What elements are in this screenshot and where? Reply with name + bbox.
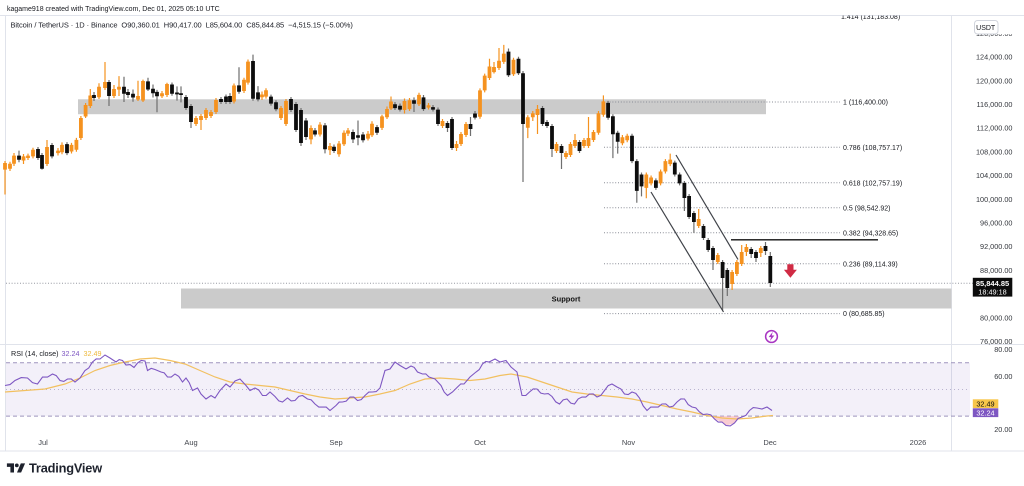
- svg-text:2026: 2026: [910, 438, 927, 447]
- svg-text:128,000.00: 128,000.00: [976, 29, 1013, 38]
- svg-text:124,000.00: 124,000.00: [976, 53, 1013, 62]
- svg-text:76,000.00: 76,000.00: [980, 337, 1012, 346]
- svg-text:120,000.00: 120,000.00: [976, 76, 1013, 85]
- svg-text:85,844.85: 85,844.85: [976, 279, 1009, 288]
- svg-text:Sep: Sep: [329, 438, 342, 447]
- svg-text:0.382 (94,328.65): 0.382 (94,328.65): [843, 230, 898, 237]
- svg-text:1 (116,400.00): 1 (116,400.00): [843, 100, 888, 107]
- svg-text:RSI (14, close): RSI (14, close): [11, 349, 59, 358]
- svg-text:1.414 (131,183.08): 1.414 (131,183.08): [841, 14, 900, 21]
- svg-text:Support: Support: [552, 295, 581, 304]
- svg-text:Aug: Aug: [184, 438, 197, 447]
- svg-text:Bitcoin / TetherUS · 1D · Bina: Bitcoin / TetherUS · 1D · Binance O90,36…: [11, 21, 354, 30]
- svg-text:0.236 (89,114.39): 0.236 (89,114.39): [843, 261, 898, 268]
- svg-text:80.00: 80.00: [994, 345, 1012, 354]
- svg-text:0.5 (98,542.92): 0.5 (98,542.92): [843, 205, 890, 212]
- svg-text:32.49: 32.49: [976, 399, 994, 408]
- svg-text:20.00: 20.00: [994, 425, 1012, 434]
- svg-text:100,000.00: 100,000.00: [976, 195, 1013, 204]
- svg-text:104,000.00: 104,000.00: [976, 171, 1013, 180]
- svg-text:18:49:18: 18:49:18: [978, 288, 1006, 297]
- svg-text:0 (80,685.85): 0 (80,685.85): [843, 311, 885, 318]
- svg-text:kagame918 created with Trading: kagame918 created with TradingView.com, …: [7, 6, 220, 13]
- svg-text:116,000.00: 116,000.00: [977, 100, 1013, 109]
- svg-text:Nov: Nov: [622, 438, 636, 447]
- svg-text:32.24: 32.24: [976, 408, 994, 417]
- svg-text:USDT: USDT: [976, 25, 996, 32]
- svg-text:112,000.00: 112,000.00: [977, 124, 1013, 133]
- svg-text:Oct: Oct: [474, 438, 487, 447]
- svg-text:80,000.00: 80,000.00: [980, 313, 1012, 322]
- svg-text:88,000.00: 88,000.00: [980, 266, 1012, 275]
- svg-text:Dec: Dec: [763, 438, 777, 447]
- svg-text:TradingView: TradingView: [29, 461, 102, 476]
- svg-text:108,000.00: 108,000.00: [976, 147, 1013, 156]
- svg-text:92,000.00: 92,000.00: [980, 242, 1012, 251]
- svg-text:32.24: 32.24: [62, 349, 80, 358]
- svg-text:0.618 (102,757.19): 0.618 (102,757.19): [843, 180, 902, 187]
- svg-text:32.49: 32.49: [84, 349, 102, 358]
- svg-text:Jul: Jul: [38, 438, 48, 447]
- svg-text:60.00: 60.00: [994, 372, 1012, 381]
- svg-text:96,000.00: 96,000.00: [980, 219, 1012, 228]
- svg-text:0.786 (108,757.17): 0.786 (108,757.17): [843, 145, 902, 152]
